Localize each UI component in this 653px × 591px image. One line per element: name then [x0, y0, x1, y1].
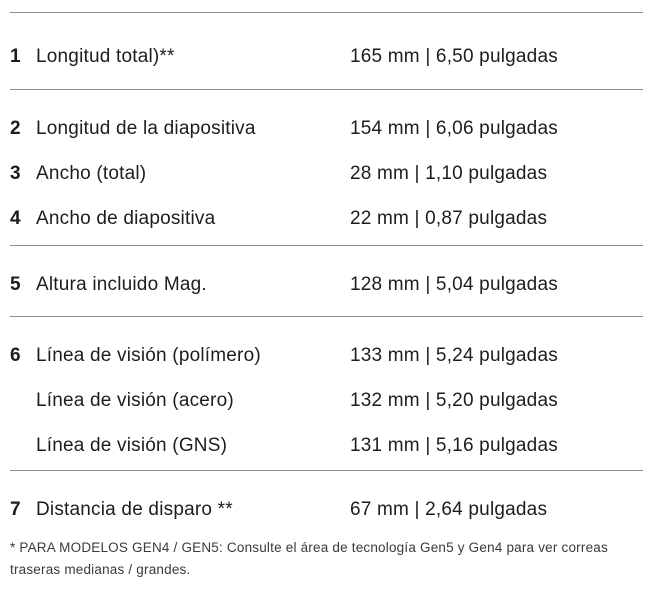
spec-row-linea-vision-acero: Línea de visión (acero) 132 mm | 5,20 pu…	[10, 378, 643, 423]
row-number: 1	[10, 46, 21, 67]
spec-row-longitud-total: 1 Longitud total)** 165 mm | 6,50 pulgad…	[10, 34, 643, 79]
row-label: Línea de visión (acero)	[36, 390, 234, 411]
footnote-text: * PARA MODELOS GEN4 / GEN5: Consulte el …	[10, 540, 608, 577]
spec-group-4: 6 Línea de visión (polímero) 133 mm | 5,…	[10, 316, 643, 470]
spec-row-linea-vision-gns: Línea de visión (GNS) 131 mm | 5,16 pulg…	[10, 423, 643, 468]
spec-group-3: 5 Altura incluido Mag. 128 mm | 5,04 pul…	[10, 245, 643, 316]
row-value: 154 mm | 6,06 pulgadas	[350, 118, 558, 139]
row-number: 3	[10, 163, 21, 184]
row-value: 133 mm | 5,24 pulgadas	[350, 345, 558, 366]
row-value: 132 mm | 5,20 pulgadas	[350, 390, 558, 411]
row-label: Longitud total)**	[36, 46, 175, 67]
row-number: 5	[10, 274, 21, 295]
row-label: Altura incluido Mag.	[36, 274, 207, 295]
spec-row-longitud-diapositiva: 2 Longitud de la diapositiva 154 mm | 6,…	[10, 106, 643, 151]
row-label: Ancho (total)	[36, 163, 147, 184]
row-number: 4	[10, 208, 21, 229]
row-label: Longitud de la diapositiva	[36, 118, 256, 139]
row-number: 7	[10, 499, 21, 520]
spec-row-ancho-total: 3 Ancho (total) 28 mm | 1,10 pulgadas	[10, 151, 643, 196]
spec-group-2: 2 Longitud de la diapositiva 154 mm | 6,…	[10, 89, 643, 245]
spec-row-ancho-diapositiva: 4 Ancho de diapositiva 22 mm | 0,87 pulg…	[10, 196, 643, 241]
row-value: 131 mm | 5,16 pulgadas	[350, 435, 558, 456]
row-number: 2	[10, 118, 21, 139]
row-label: Distancia de disparo **	[36, 499, 233, 520]
row-value: 28 mm | 1,10 pulgadas	[350, 163, 548, 184]
row-label: Ancho de diapositiva	[36, 208, 216, 229]
row-value: 128 mm | 5,04 pulgadas	[350, 274, 558, 295]
spec-row-altura: 5 Altura incluido Mag. 128 mm | 5,04 pul…	[10, 262, 643, 307]
row-number: 6	[10, 345, 21, 366]
row-value: 165 mm | 6,50 pulgadas	[350, 46, 558, 67]
row-label: Línea de visión (polímero)	[36, 345, 261, 366]
spec-group-5: 7 Distancia de disparo ** 67 mm | 2,64 p…	[10, 470, 643, 581]
row-label: Línea de visión (GNS)	[36, 435, 228, 456]
spec-row-distancia-disparo: 7 Distancia de disparo ** 67 mm | 2,64 p…	[10, 487, 643, 532]
spec-group-1: 1 Longitud total)** 165 mm | 6,50 pulgad…	[10, 12, 643, 89]
row-value: 22 mm | 0,87 pulgadas	[350, 208, 548, 229]
row-value: 67 mm | 2,64 pulgadas	[350, 499, 548, 520]
spec-row-linea-vision-polimero: 6 Línea de visión (polímero) 133 mm | 5,…	[10, 333, 643, 378]
